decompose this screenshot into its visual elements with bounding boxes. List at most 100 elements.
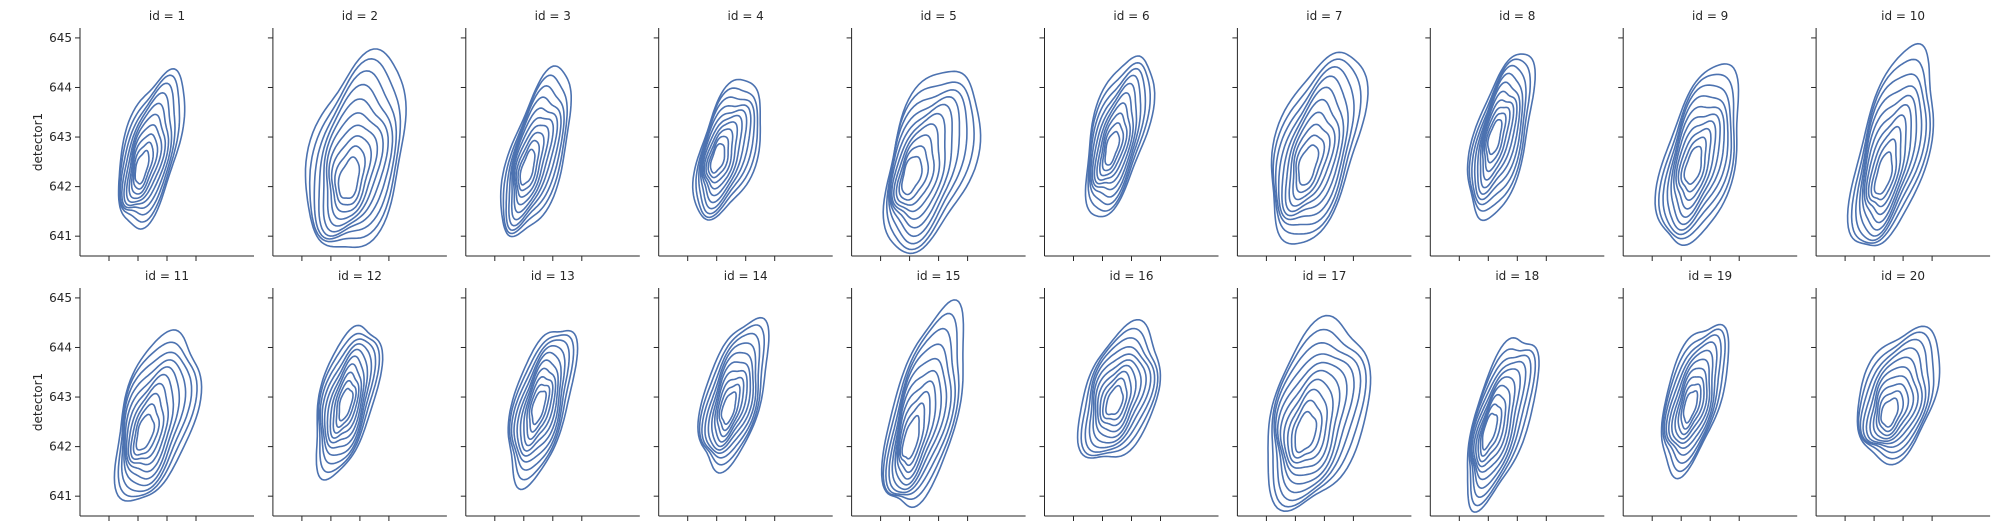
- kde-contour: [1084, 337, 1156, 453]
- facet-title: id = 12: [338, 269, 382, 283]
- kde-contour: [890, 112, 946, 221]
- kde-contour: [895, 134, 935, 206]
- kde-contour: [1087, 61, 1151, 212]
- kde-contour: [1487, 119, 1503, 156]
- kde-contour: [1481, 99, 1515, 181]
- kde-contour: [1862, 347, 1927, 449]
- facet-panel: id = 18: [1425, 269, 1605, 521]
- kde-contour: [705, 128, 734, 184]
- kde-contour: [1101, 122, 1125, 172]
- y-tick-label: 644: [49, 80, 72, 94]
- kde-contour: [1090, 74, 1142, 198]
- facet-title: id = 10: [1881, 9, 1925, 23]
- kde-contour: [700, 109, 748, 204]
- facet-title: id = 4: [728, 9, 764, 23]
- kde-contour: [530, 390, 548, 426]
- kde-contour: [128, 124, 163, 200]
- kde-contour: [1865, 356, 1923, 445]
- kde-contour: [1476, 81, 1521, 196]
- facet-title: id = 9: [1692, 9, 1728, 23]
- kde-contour: [1869, 366, 1919, 442]
- kde-contour: [901, 414, 920, 460]
- facet-title: id = 17: [1302, 269, 1346, 283]
- facet-title: id = 7: [1306, 9, 1342, 23]
- facet-panel: id = 6: [1039, 9, 1219, 261]
- kde-contour: [125, 113, 167, 203]
- kde-contour: [499, 65, 572, 238]
- kde-contour: [1297, 144, 1320, 186]
- facet-panel: id = 14: [653, 269, 833, 521]
- y-tick-label: 643: [49, 130, 72, 144]
- kde-contour: [892, 123, 941, 213]
- kde-contour: [523, 367, 557, 447]
- kde-contour: [1854, 73, 1928, 242]
- kde-contour: [1084, 55, 1156, 218]
- kde-contour: [703, 121, 739, 190]
- kde-contour: [1667, 349, 1714, 450]
- kde-contour: [1466, 336, 1540, 513]
- y-tick-label: 645: [49, 31, 72, 45]
- kde-contour: [894, 369, 942, 486]
- kde-contour: [1682, 390, 1699, 424]
- kde-contour: [130, 133, 159, 195]
- kde-contour: [1875, 383, 1910, 437]
- kde-contour: [135, 413, 156, 451]
- kde-contour: [1088, 67, 1147, 206]
- kde-contour: [1680, 383, 1702, 430]
- kde-contour: [1880, 397, 1899, 428]
- kde-contour: [334, 145, 366, 206]
- facet-panel: id = 2: [267, 9, 447, 261]
- y-tick-label: 643: [49, 390, 72, 404]
- kde-contour: [716, 376, 745, 438]
- kde-contour: [1867, 125, 1902, 208]
- kde-contour: [711, 361, 752, 448]
- kde-contour: [125, 373, 175, 473]
- facet-panel: id = 16: [1039, 269, 1219, 521]
- kde-contour: [1470, 360, 1527, 490]
- kde-contour: [1274, 65, 1355, 226]
- kde-contour: [1288, 111, 1336, 207]
- kde-contour: [1271, 328, 1367, 508]
- kde-contour: [1273, 341, 1362, 502]
- kde-contour: [335, 379, 357, 428]
- kde-contour: [1870, 138, 1898, 201]
- kde-contour: [1872, 375, 1915, 440]
- kde-contour: [1484, 112, 1507, 164]
- kde-contour: [1677, 127, 1712, 202]
- kde-contour: [1680, 136, 1707, 193]
- facet-panel: id = 1 641 642 643 644 645 detector1: [31, 9, 254, 261]
- kde-contour: [319, 338, 377, 465]
- kde-contour: [517, 139, 540, 192]
- y-tick-label: 645: [49, 291, 72, 305]
- kde-contour: [1094, 359, 1142, 439]
- facet-panel: id = 9: [1618, 9, 1798, 261]
- facet-panel: id = 11 641 642 643 644 645 detector1: [31, 269, 254, 521]
- facet-title: id = 6: [1113, 9, 1149, 23]
- kde-contour: [304, 48, 407, 249]
- kde-contour: [1281, 86, 1345, 217]
- kde-contour: [899, 402, 926, 467]
- kde-contour: [124, 366, 181, 480]
- kde-contour: [512, 116, 555, 214]
- kde-contour: [507, 329, 579, 491]
- kde-contour: [698, 96, 756, 215]
- kde-contour: [132, 141, 154, 190]
- kde-contour: [113, 329, 203, 502]
- kde-contour: [1471, 368, 1522, 481]
- kde-contour: [1283, 378, 1334, 469]
- kde-contour: [889, 103, 953, 229]
- kde-contour: [1091, 82, 1138, 191]
- kde-contour: [1663, 334, 1722, 465]
- kde-contour: [1270, 51, 1369, 245]
- y-tick-label: 642: [49, 440, 72, 454]
- kde-contour: [519, 148, 536, 186]
- facet-title: id = 1: [149, 9, 185, 23]
- kde-contour: [1672, 113, 1721, 219]
- kde-contour: [718, 383, 741, 432]
- facet-title: id = 13: [531, 269, 575, 283]
- kde-contour: [1102, 377, 1128, 421]
- kde-contour: [1277, 75, 1349, 221]
- kde-contour: [119, 82, 176, 216]
- facet-panel: id = 13: [460, 269, 640, 521]
